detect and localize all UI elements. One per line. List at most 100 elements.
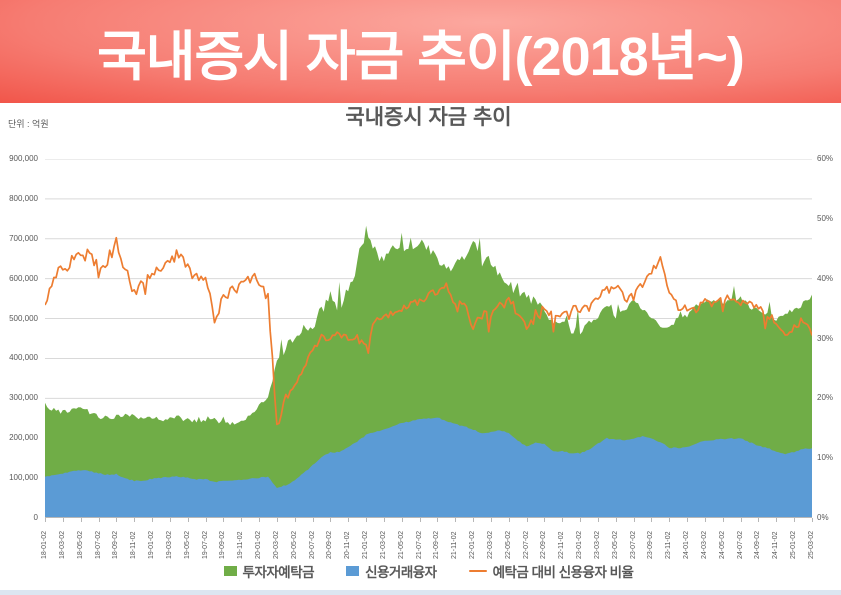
left-axis-tick: 200,000 (9, 433, 38, 443)
x-axis-tick: 22-07-02 (522, 530, 530, 559)
x-axis-tick: 24-11-02 (772, 531, 780, 559)
unit-label: 단위 : 억원 (8, 119, 49, 129)
x-axis-tickmark (366, 518, 368, 522)
x-axis-tickmark (794, 518, 796, 522)
bottom-strip (0, 590, 841, 595)
x-axis-tick: 20-05-02 (290, 530, 298, 559)
x-axis-tickmark (134, 518, 136, 522)
x-axis-tickmark (580, 518, 582, 522)
x-axis-tick: 22-09-02 (540, 530, 548, 559)
x-axis-tick: 21-01-02 (362, 530, 370, 559)
x-axis-tickmark (562, 518, 564, 522)
x-axis-tickmark (508, 518, 510, 522)
x-axis-tickmark (401, 518, 403, 522)
x-axis-tickmark (597, 518, 599, 522)
right-axis-tick: 60% (817, 154, 834, 163)
x-axis-tick: 19-09-02 (219, 530, 227, 559)
credit-swatch-icon (346, 566, 360, 576)
x-axis-tick: 22-03-02 (486, 530, 494, 559)
ratio-line-swatch-icon (468, 569, 487, 573)
legend-label-deposits: 투자자예탁금 (242, 565, 315, 580)
x-axis-tick: 23-11-02 (665, 531, 673, 559)
banner-title: 국내증시 자금 추이(2018년~) (97, 27, 745, 87)
x-axis-tickmark (633, 518, 635, 522)
x-axis-tickmark (544, 518, 546, 522)
x-axis-tickmark (490, 518, 492, 522)
x-axis-tick: 22-05-02 (504, 530, 512, 559)
left-axis-tick: 500,000 (9, 313, 38, 323)
x-axis-tick: 25-03-02 (808, 530, 815, 559)
right-axis-tick: 30% (817, 333, 834, 343)
left-axis-tick: 600,000 (9, 273, 38, 283)
x-axis-tick: 21-05-02 (397, 530, 405, 559)
x-axis-tickmark (669, 518, 671, 522)
left-axis-tick: 400,000 (9, 353, 38, 363)
right-axis-tick: 20% (817, 393, 834, 403)
x-axis-tick: 18-07-02 (94, 530, 102, 559)
right-axis-tick: 40% (817, 273, 834, 283)
deposits-swatch-icon (223, 566, 237, 576)
x-axis-tickmark (383, 518, 385, 522)
x-axis-tick: 24-05-02 (718, 530, 726, 559)
legend-label-ratio: 예탁금 대비 신용융자 비율 (492, 565, 634, 580)
x-axis-tickmark (169, 518, 171, 522)
x-axis-tick: 18-01-02 (41, 530, 48, 559)
left-axis-tick: 800,000 (9, 193, 38, 203)
x-axis-tickmark (223, 518, 225, 522)
left-axis-tick: 300,000 (9, 393, 38, 403)
x-axis-tick: 19-11-02 (237, 531, 245, 559)
x-axis-tickmark (330, 518, 332, 522)
x-axis-tickmark (419, 518, 421, 522)
x-axis-tickmark (526, 518, 528, 522)
x-axis-tickmark (80, 518, 82, 522)
x-axis-tick: 22-11-02 (558, 531, 566, 559)
x-axis-tick: 19-01-02 (148, 530, 156, 559)
x-axis-tick: 21-07-02 (415, 530, 423, 559)
left-axis-tick: 700,000 (9, 233, 38, 243)
x-axis-tickmark (62, 518, 64, 522)
x-axis-tick: 20-01-02 (255, 530, 263, 559)
x-axis-tick: 20-09-02 (326, 530, 334, 559)
x-axis-tickmark (276, 518, 278, 522)
chart-plot-area (45, 159, 812, 518)
x-axis-tick: 24-09-02 (754, 530, 762, 559)
x-axis-tickmark (205, 518, 207, 522)
x-axis-tick: 18-05-02 (76, 530, 84, 559)
x-axis-tick: 18-03-02 (58, 530, 66, 559)
x-axis-tick: 23-07-02 (629, 530, 637, 559)
x-axis-tick: 23-03-02 (593, 530, 601, 559)
x-axis-tickmark (473, 518, 475, 522)
header-banner: 국내증시 자금 추이(2018년~) (0, 0, 841, 103)
x-axis-tick: 22-01-02 (469, 530, 477, 559)
x-axis-tickmark (348, 518, 350, 522)
x-axis-tickmark (687, 518, 689, 522)
x-axis-tick: 25-01-02 (790, 530, 798, 559)
x-axis-tick: 23-05-02 (611, 530, 619, 559)
x-axis-tickmark (294, 518, 296, 522)
x-axis-tick: 21-03-02 (379, 530, 387, 559)
x-axis-tick: 24-01-02 (683, 530, 691, 559)
legend-label-credit: 신용거래융자 (365, 565, 437, 580)
x-axis-tick: 21-11-02 (451, 531, 459, 559)
x-axis-tick: 24-07-02 (736, 530, 744, 559)
x-axis-tickmark (776, 518, 778, 522)
x-axis-tickmark (45, 518, 46, 522)
legend-item-deposits: 투자자예탁금 (223, 561, 315, 581)
legend-item-ratio: 예탁금 대비 신용융자 비율 (468, 561, 634, 581)
left-axis-tick: 0 (33, 513, 38, 522)
x-axis-tickmark (312, 518, 314, 522)
x-axis-tick: 23-01-02 (576, 530, 584, 559)
x-axis-tickmark (437, 518, 439, 522)
x-axis-tick: 18-11-02 (130, 531, 138, 559)
chart-title: 국내증시 자금 추이 (345, 106, 512, 129)
x-axis-tick: 18-09-02 (112, 530, 120, 559)
x-axis-tickmark (722, 518, 724, 522)
x-axis-tickmark (812, 518, 813, 522)
right-axis-tick: 50% (817, 213, 834, 223)
x-axis-tick: 19-07-02 (201, 530, 209, 559)
x-axis-tickmark (98, 518, 100, 522)
x-axis-tick: 20-11-02 (344, 531, 352, 559)
x-axis-tickmark (758, 518, 760, 522)
legend-item-credit: 신용거래융자 (346, 561, 437, 581)
x-axis-tickmark (740, 518, 742, 522)
